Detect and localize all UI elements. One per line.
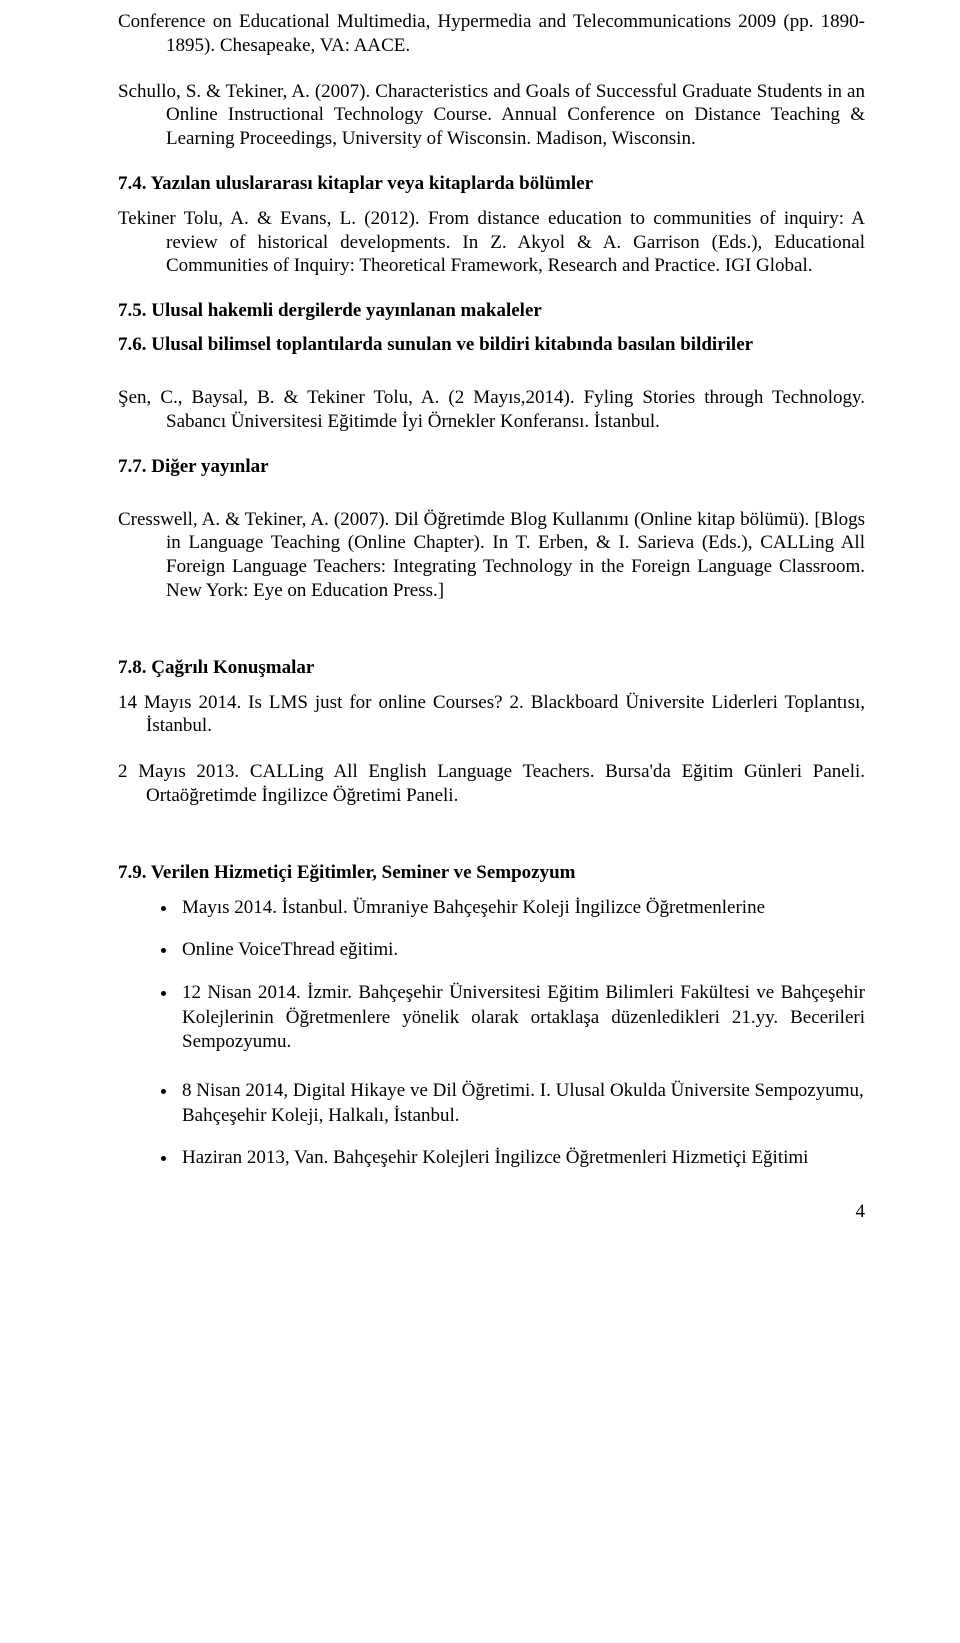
reference-item: Tekiner Tolu, A. & Evans, L. (2012). Fro… [118, 207, 865, 278]
section-heading-7-7: 7.7. Diğer yayınlar [118, 456, 865, 478]
bullet-list: 8 Nisan 2014, Digital Hikaye ve Dil Öğre… [118, 1079, 865, 1171]
list-item: 8 Nisan 2014, Digital Hikaye ve Dil Öğre… [178, 1079, 865, 1128]
reference-item: Schullo, S. & Tekiner, A. (2007). Charac… [118, 80, 865, 151]
section-heading-7-5: 7.5. Ulusal hakemli dergilerde yayınlana… [118, 300, 865, 322]
list-item: 12 Nisan 2014. İzmir. Bahçeşehir Ünivers… [178, 981, 865, 1055]
bullet-list: Mayıs 2014. İstanbul. Ümraniye Bahçeşehi… [118, 896, 865, 1055]
reference-item: Conference on Educational Multimedia, Hy… [118, 10, 865, 58]
list-item: Haziran 2013, Van. Bahçeşehir Kolejleri … [178, 1146, 865, 1171]
list-item: Mayıs 2014. İstanbul. Ümraniye Bahçeşehi… [178, 896, 865, 921]
section-heading-7-9: 7.9. Verilen Hizmetiçi Eğitimler, Semine… [118, 862, 865, 884]
reference-item: 2 Mayıs 2013. CALLing All English Langua… [118, 760, 865, 808]
section-heading-7-6: 7.6. Ulusal bilimsel toplantılarda sunul… [118, 334, 865, 356]
page-number: 4 [118, 1201, 865, 1223]
reference-item: Cresswell, A. & Tekiner, A. (2007). Dil … [118, 508, 865, 603]
section-heading-7-4: 7.4. Yazılan uluslararası kitaplar veya … [118, 173, 865, 195]
reference-item: 14 Mayıs 2014. Is LMS just for online Co… [118, 691, 865, 739]
reference-item: Şen, C., Baysal, B. & Tekiner Tolu, A. (… [118, 386, 865, 434]
document-page: Conference on Educational Multimedia, Hy… [0, 0, 960, 1263]
list-item: Online VoiceThread eğitimi. [178, 938, 865, 963]
section-heading-7-8: 7.8. Çağrılı Konuşmalar [118, 657, 865, 679]
